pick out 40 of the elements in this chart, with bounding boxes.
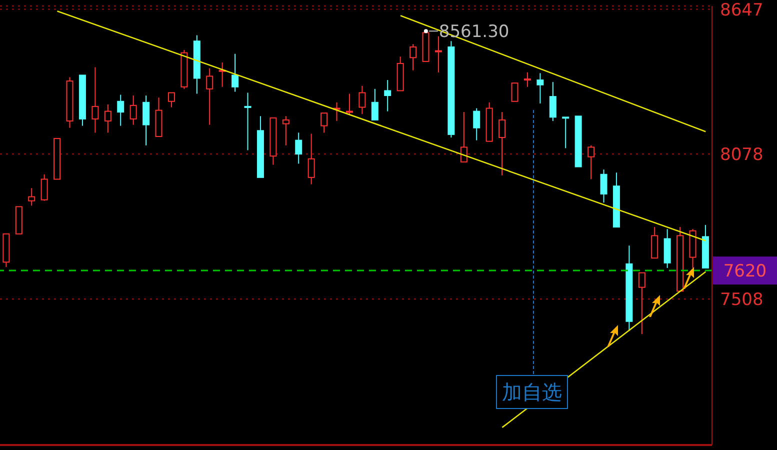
candlestick: [434, 36, 442, 73]
candlestick: [549, 82, 556, 122]
candlestick: [40, 174, 48, 202]
candlestick: [282, 116, 290, 146]
annotation: 8561.30: [438, 22, 510, 42]
candlestick: [524, 72, 531, 88]
candlestick: [460, 112, 468, 162]
candlestick: [92, 66, 99, 134]
candlestick: [536, 72, 544, 104]
candlestick: [232, 53, 239, 92]
candlestick: [498, 112, 506, 176]
ref-line-label: 7620: [723, 262, 767, 282]
candlestick: [638, 272, 646, 335]
candlestick: [295, 132, 302, 164]
candlestick: [371, 88, 378, 120]
candlestick: [346, 93, 353, 115]
candlestick: [206, 68, 214, 126]
candlestick: [104, 104, 112, 134]
y-tick-label: 8647: [720, 0, 764, 20]
candlestick: [562, 116, 570, 149]
candlestick: [511, 82, 518, 102]
candlestick: [410, 44, 417, 71]
candlestick: [142, 95, 150, 146]
candlestick: [117, 94, 124, 126]
y-tick-label: 8078: [720, 145, 764, 166]
y-tick-label: 7508: [720, 290, 764, 310]
candlestick: [130, 95, 137, 126]
candlestick: [320, 112, 328, 134]
candlestick: [333, 102, 340, 122]
candlestick: [28, 188, 36, 206]
annotation: 加自选: [496, 375, 568, 409]
candlestick: [473, 108, 480, 141]
candlestick: [168, 92, 175, 108]
candlestick: [308, 133, 315, 185]
candlestick: [600, 169, 608, 204]
candlestick: [358, 85, 366, 115]
candlestick: [244, 92, 252, 151]
candlestick: [384, 80, 392, 112]
candlestick: [651, 226, 658, 259]
candlestick: [588, 144, 595, 180]
